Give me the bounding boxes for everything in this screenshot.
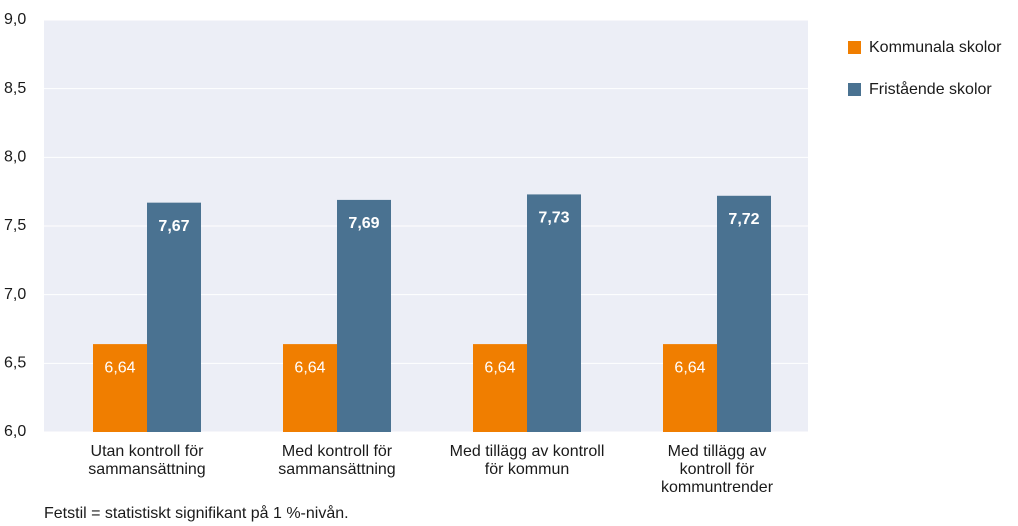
y-tick-label: 6,0 [4, 423, 26, 440]
data-label: 6,64 [104, 359, 135, 376]
y-tick-label: 9,0 [4, 11, 26, 28]
footnote: Fetstil = statistiskt signifikant på 1 %… [44, 505, 349, 522]
bar [93, 344, 147, 432]
bar [717, 195, 771, 432]
y-tick-label: 8,5 [4, 80, 26, 97]
legend-swatch [848, 83, 861, 96]
x-tick-label: Med tillägg av kontroll för kommuntrende… [660, 443, 774, 496]
data-label: 6,64 [674, 359, 705, 376]
data-label: 7,69 [348, 215, 379, 232]
y-tick-label: 7,5 [4, 217, 26, 234]
data-label: 7,67 [158, 218, 189, 235]
y-tick-label: 7,0 [4, 286, 26, 303]
bar [527, 194, 581, 432]
bar [147, 202, 201, 432]
data-label: 6,64 [294, 359, 325, 376]
legend-label: Fristående skolor [869, 80, 992, 98]
y-tick-label: 8,0 [4, 149, 26, 166]
legend-swatch [848, 41, 861, 54]
data-label: 6,64 [484, 359, 515, 376]
legend-label: Kommunala skolor [869, 39, 1002, 56]
x-tick-label: Utan kontroll för sammansättning [88, 443, 206, 478]
data-label: 7,72 [728, 211, 759, 228]
bar [283, 344, 337, 432]
x-tick-label: Med kontroll för sammansättning [278, 443, 396, 478]
data-label: 7,73 [538, 210, 569, 227]
y-tick-label: 6,5 [4, 355, 26, 372]
bar [473, 344, 527, 432]
bar [337, 199, 391, 432]
x-tick-label: Med tillägg av kontroll för kommun [449, 443, 605, 478]
bar [663, 344, 717, 432]
